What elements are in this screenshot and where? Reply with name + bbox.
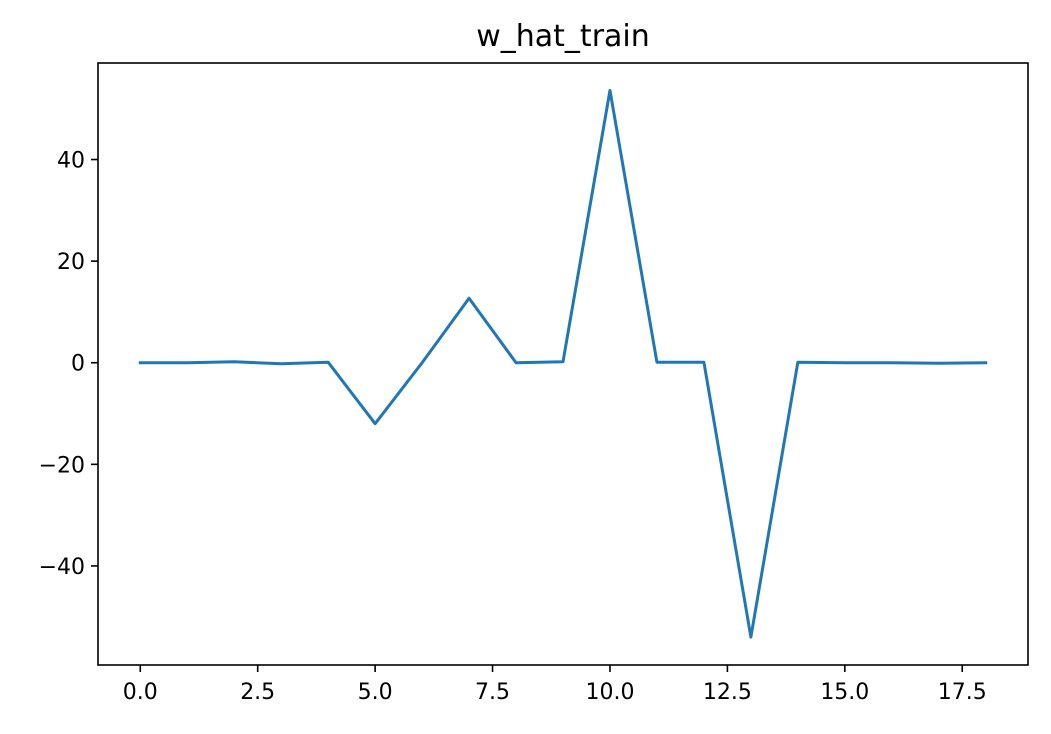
x-tick-label: 5.0 xyxy=(358,680,393,705)
x-axis: 0.0 2.5 5.0 7.5 10.0 12.5 15.0 17.5 xyxy=(123,665,987,705)
y-tick-label: −40 xyxy=(39,555,85,580)
y-tick-label: 40 xyxy=(57,149,85,174)
series-line xyxy=(138,88,988,639)
x-tick-label: 7.5 xyxy=(475,680,510,705)
y-axis: −40 −20 0 20 40 xyxy=(39,149,98,580)
plot-series xyxy=(138,88,988,639)
y-tick-label: 0 xyxy=(71,352,85,377)
x-tick-label: 12.5 xyxy=(703,680,752,705)
x-tick-label: 10.0 xyxy=(585,680,634,705)
axes-frame xyxy=(97,62,1029,666)
y-tick-label: 20 xyxy=(57,250,85,275)
x-tick-label: 0.0 xyxy=(123,680,158,705)
chart-title: w_hat_train xyxy=(476,19,650,54)
x-tick-label: 2.5 xyxy=(240,680,275,705)
x-tick-label: 17.5 xyxy=(938,680,987,705)
y-tick-label: −20 xyxy=(39,453,85,478)
x-tick-label: 15.0 xyxy=(820,680,869,705)
